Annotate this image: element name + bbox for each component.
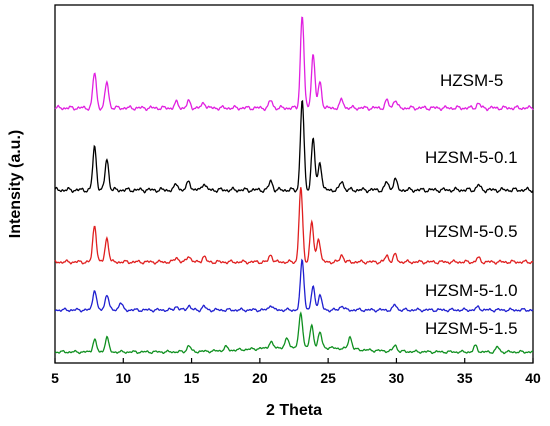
x-tick-label: 15: [184, 370, 200, 386]
x-tick-label: 10: [115, 370, 131, 386]
series-labels: HZSM-5 HZSM-5-0.1 HZSM-5-0.5 HZSM-5-1.0 HZSM…: [425, 71, 518, 338]
plot-frame: [54, 4, 534, 364]
series-label: HZSM-5-1.5: [425, 319, 518, 338]
x-axis-title: 2 Theta: [266, 402, 322, 419]
x-tick-label: 25: [320, 370, 336, 386]
series-line: [54, 16, 534, 112]
x-tick-label: 20: [252, 370, 268, 386]
x-tick-label: 5: [51, 370, 59, 386]
series-line: [54, 187, 534, 265]
y-axis-title: Intensity (a.u.): [7, 130, 24, 238]
series-line: [54, 258, 534, 313]
series-label: HZSM-5-0.1: [425, 148, 518, 167]
x-tick-label: 35: [457, 370, 473, 386]
x-tick-label: 30: [389, 370, 405, 386]
series-label: HZSM-5: [440, 71, 503, 90]
x-axis: 5 10 15 20 25 30 35 40: [51, 358, 541, 386]
series-label: HZSM-5-1.0: [425, 281, 518, 300]
x-tick-label: 40: [525, 370, 541, 386]
plot-series: [54, 16, 534, 355]
series-label: HZSM-5-0.5: [425, 222, 518, 241]
series-line: [54, 311, 533, 355]
series-line: [54, 99, 534, 194]
